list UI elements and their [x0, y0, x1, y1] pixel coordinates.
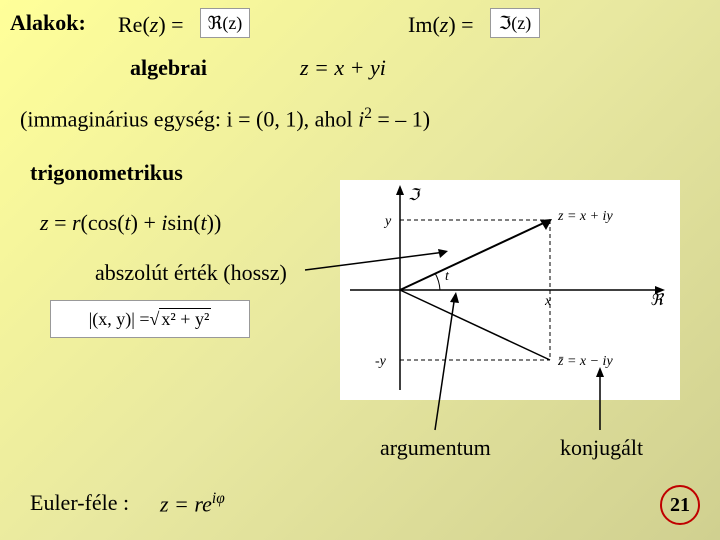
- imag-prefix: (immaginárius egység: i = (0, 1), ahol: [20, 106, 358, 131]
- svg-text:x: x: [544, 294, 552, 309]
- euler-label: Euler-féle :: [30, 490, 129, 516]
- svg-text:ℑ: ℑ: [408, 187, 422, 204]
- algebrai-formula-main: z = x + y: [300, 55, 380, 80]
- argumentum-label: argumentum: [380, 435, 491, 461]
- trig-formula: z = r(cos(t) + isin(t)): [40, 210, 221, 236]
- trig-eq: =: [49, 210, 72, 235]
- alakok-label: Alakok:: [10, 10, 86, 36]
- im-z-label: Im(z) =: [408, 12, 474, 38]
- im-z-text: Im(z) =: [408, 12, 474, 37]
- re-z-label: Re(z) =: [118, 12, 184, 38]
- im-formula-icon: ℑ(z): [490, 8, 540, 38]
- re-z-text: Re(z) =: [118, 12, 184, 37]
- algebrai-formula-i: i: [380, 55, 386, 80]
- re-formula-icon: ℜ(z): [200, 8, 250, 38]
- trig-label: trigonometrikus: [30, 160, 183, 186]
- algebrai-label: algebrai: [130, 55, 207, 81]
- abszolut-formula: |(x, y)| = √x² + y²: [50, 300, 250, 338]
- trig-r: r: [72, 210, 81, 235]
- trig-p1: (cos(: [81, 210, 125, 235]
- trig-p3: sin(: [168, 210, 201, 235]
- trig-p4: )): [207, 210, 222, 235]
- svg-text:y: y: [383, 214, 392, 229]
- imag-sup: 2: [364, 105, 372, 122]
- svg-text:z = x + iy: z = x + iy: [557, 209, 613, 224]
- svg-text:t: t: [445, 269, 450, 284]
- trig-p2: ) +: [131, 210, 162, 235]
- complex-plane-diagram: ℑ ℜ y x t -y z = x + iy z̄ = x − iy: [340, 180, 680, 400]
- svg-text:ℜ: ℜ: [650, 292, 665, 309]
- euler-base: z = re: [160, 491, 212, 516]
- imag-suffix: = – 1): [372, 106, 430, 131]
- trig-z: z: [40, 210, 49, 235]
- diagram-svg: ℑ ℜ y x t -y z = x + iy z̄ = x − iy: [340, 180, 680, 400]
- page-number: 21: [660, 485, 700, 525]
- svg-text:-y: -y: [375, 354, 387, 369]
- konjugalt-label: konjugált: [560, 435, 643, 461]
- euler-exp: iφ: [212, 490, 225, 507]
- euler-formula: z = reiφ: [160, 490, 225, 517]
- svg-text:z̄ = x − iy: z̄ = x − iy: [557, 354, 613, 369]
- algebrai-formula: z = x + yi: [300, 55, 386, 81]
- abszolut-label: abszolút érték (hossz): [95, 260, 287, 286]
- imaginarius-text: (immaginárius egység: i = (0, 1), ahol i…: [20, 105, 430, 132]
